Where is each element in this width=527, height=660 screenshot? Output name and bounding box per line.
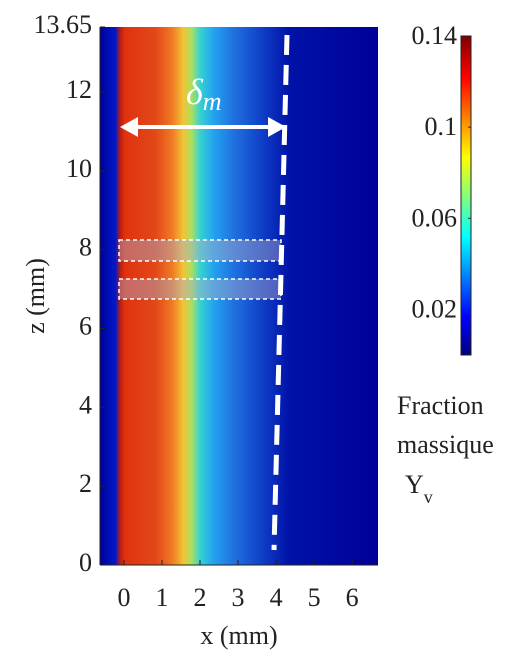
- y-tick-label: 4: [79, 390, 92, 419]
- colorbar-tick-label: 0.06: [412, 203, 458, 232]
- y-tick-label: 13.65: [34, 10, 93, 39]
- colorbar-variable: Yv: [405, 470, 433, 507]
- x-tick-label: 0: [117, 583, 130, 612]
- colorbar-tick-label: 0.1: [425, 112, 458, 141]
- x-axis-label: x (mm): [200, 621, 277, 650]
- y-axis-label: z (mm): [21, 258, 50, 334]
- arrow-head: [120, 117, 138, 137]
- y-tick-label: 0: [79, 548, 92, 577]
- x-tick-label: 1: [155, 583, 168, 612]
- region-box: [118, 278, 282, 300]
- arrow-head: [268, 117, 286, 137]
- colorbar-label: Fraction: [397, 391, 484, 420]
- region-box: [118, 239, 282, 262]
- x-tick-label: 2: [194, 583, 207, 612]
- mixing-layer-edge: [271, 34, 290, 551]
- delta-label: δm: [186, 72, 222, 116]
- colorbar-label: massique: [397, 430, 494, 459]
- x-tick-label: 3: [232, 583, 245, 612]
- colorbar-tick-label: 0.14: [412, 21, 458, 50]
- y-tick-label: 6: [79, 311, 92, 340]
- colorbar: [460, 35, 472, 356]
- y-tick-label: 8: [79, 233, 92, 262]
- x-tick-label: 4: [270, 583, 283, 612]
- x-tick-label: 5: [308, 583, 321, 612]
- field-image: [100, 27, 378, 565]
- colorbar-tick-label: 0.02: [412, 294, 458, 323]
- y-tick-label: 12: [66, 75, 92, 104]
- plot-area: δm: [100, 27, 378, 565]
- y-tick-label: 2: [79, 469, 92, 498]
- y-tick-label: 10: [66, 154, 92, 183]
- x-tick-label: 6: [346, 583, 359, 612]
